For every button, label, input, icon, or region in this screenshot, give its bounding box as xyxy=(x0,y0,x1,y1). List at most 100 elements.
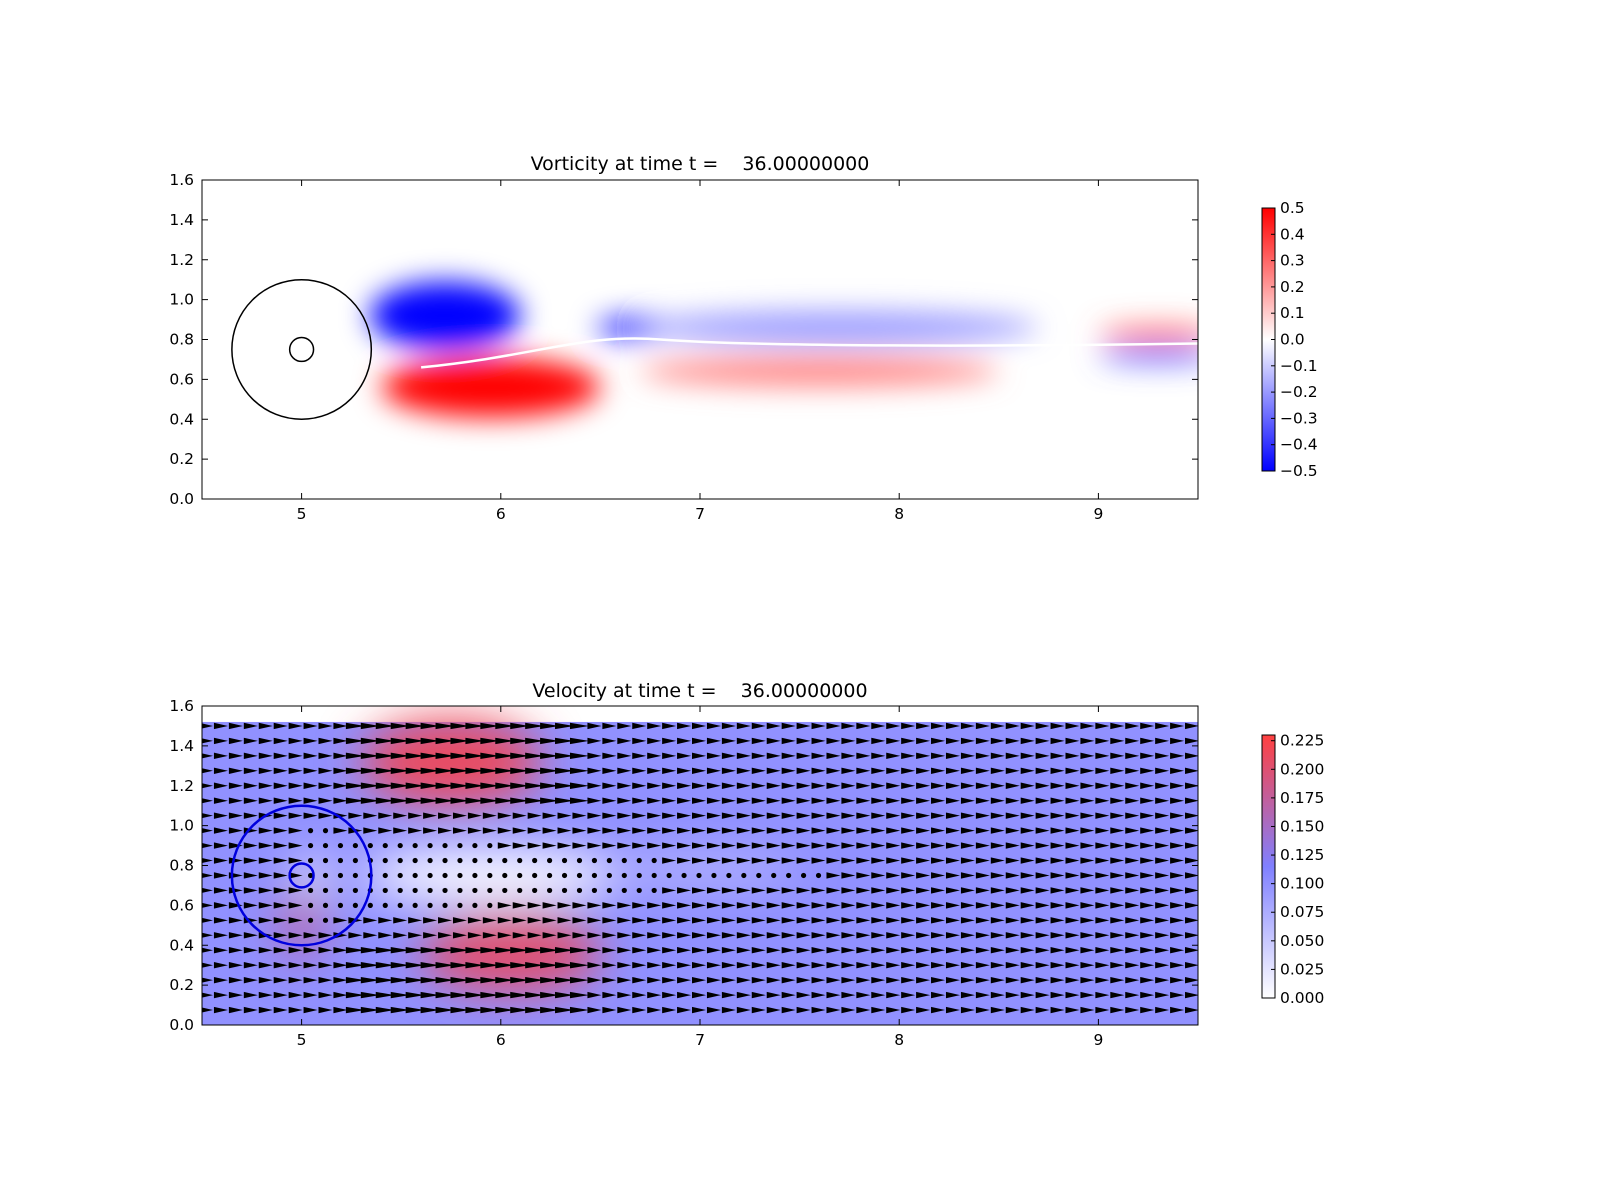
quiver-arrow xyxy=(766,932,781,939)
colorbar-tick-label: 0.4 xyxy=(1280,225,1305,243)
quiver-arrow xyxy=(1170,827,1185,834)
quiver-arrow xyxy=(1140,947,1155,954)
vorticity-plot-area: 5 6 7 8 9 0.0 0.2 0.4 0.6 0.8 1.0 1.2 1.4 1.6 xyxy=(169,171,1199,523)
quiver-arrow xyxy=(512,932,527,939)
quiver-arrow xyxy=(540,782,560,789)
quiver-arrow xyxy=(736,932,751,939)
quiver-arrow xyxy=(375,737,395,745)
quiver-arrow xyxy=(662,976,677,984)
quiver-arrow xyxy=(243,752,258,760)
quiver-arrow xyxy=(931,932,946,939)
quiver-arrow xyxy=(390,797,410,804)
quiver-arrow xyxy=(1020,887,1035,894)
quiver-dot xyxy=(576,872,583,879)
quiver-arrow xyxy=(1005,902,1020,909)
quiver-arrow xyxy=(721,1006,736,1014)
quiver-arrow xyxy=(273,932,288,939)
quiver-arrow xyxy=(213,947,228,954)
quiver-arrow xyxy=(1125,842,1140,849)
quiver-arrow xyxy=(333,976,348,984)
quiver-arrow xyxy=(510,976,530,984)
quiver-arrow xyxy=(303,1006,318,1014)
quiver-arrow xyxy=(751,782,766,789)
quiver-arrow xyxy=(945,976,960,984)
quiver-arrow xyxy=(345,976,365,984)
quiver-arrow xyxy=(1155,976,1170,984)
quiver-arrow xyxy=(345,947,365,954)
quiver-arrow xyxy=(452,812,467,819)
quiver-arrow xyxy=(495,991,515,999)
quiver-arrow xyxy=(243,767,258,774)
quiver-arrow xyxy=(258,947,273,954)
quiver-arrow xyxy=(1020,797,1035,804)
quiver-arrow xyxy=(975,991,990,999)
quiver-arrow xyxy=(781,797,796,804)
quiver-arrow xyxy=(495,767,515,774)
quiver-arrow xyxy=(542,932,557,939)
quiver-arrow xyxy=(1185,842,1198,849)
quiver-arrow xyxy=(990,872,1005,879)
quiver-arrow xyxy=(647,827,662,834)
quiver-arrow xyxy=(677,722,692,730)
quiver-arrow xyxy=(450,737,470,745)
quiver-arrow xyxy=(886,752,901,760)
quiver-arrow xyxy=(931,887,946,894)
quiver-arrow xyxy=(945,857,960,864)
quiver-arrow xyxy=(960,767,975,774)
quiver-arrow xyxy=(527,827,542,834)
quiver-arrow xyxy=(1050,797,1065,804)
quiver-arrow xyxy=(303,812,318,819)
quiver-arrow xyxy=(1110,782,1125,789)
quiver-arrow xyxy=(766,976,781,984)
quiver-arrow xyxy=(1005,782,1020,789)
quiver-arrow xyxy=(602,932,617,939)
quiver-dot xyxy=(397,872,403,879)
quiver-arrow xyxy=(467,932,482,939)
quiver-arrow xyxy=(348,932,363,939)
quiver-arrow xyxy=(512,827,527,834)
quiver-arrow xyxy=(288,1006,303,1014)
quiver-arrow xyxy=(525,752,545,760)
quiver-dot xyxy=(502,872,508,879)
quiver-arrow xyxy=(1155,857,1170,864)
quiver-arrow xyxy=(945,1006,960,1014)
quiver-dot xyxy=(517,872,523,879)
quiver-dot xyxy=(322,842,329,849)
quiver-arrow xyxy=(662,767,677,774)
quiver-arrow xyxy=(480,737,500,745)
quiver-dot xyxy=(412,902,418,908)
quiver-arrow xyxy=(393,917,408,924)
quiver-arrow xyxy=(202,843,213,849)
quiver-arrow xyxy=(213,752,228,760)
quiver-arrow xyxy=(945,767,960,774)
quiver-arrow xyxy=(766,797,781,804)
quiver-arrow xyxy=(1080,782,1095,789)
negative-tail xyxy=(1098,347,1198,364)
quiver-arrow xyxy=(826,917,841,924)
quiver-arrow xyxy=(1050,902,1065,909)
quiver-dot xyxy=(412,842,418,849)
quiver-arrow xyxy=(378,812,393,819)
quiver-arrow xyxy=(826,857,841,864)
quiver-arrow xyxy=(1110,842,1125,849)
quiver-arrow xyxy=(647,932,662,939)
quiver-arrow xyxy=(990,887,1005,894)
quiver-arrow xyxy=(916,947,931,954)
quiver-arrow xyxy=(632,827,647,834)
quiver-arrow xyxy=(482,917,497,924)
quiver-arrow xyxy=(811,991,826,999)
quiver-arrow xyxy=(497,812,512,819)
quiver-arrow xyxy=(901,947,916,954)
quiver-arrow xyxy=(960,961,975,969)
quiver-arrow xyxy=(360,797,380,804)
quiver-arrow xyxy=(273,767,288,774)
quiver-arrow xyxy=(751,857,766,864)
quiver-arrow xyxy=(525,797,545,804)
quiver-arrow xyxy=(480,976,500,984)
quiver-arrow xyxy=(751,722,766,730)
quiver-dot xyxy=(412,872,418,879)
quiver-arrow xyxy=(303,797,318,804)
quiver-arrow xyxy=(258,991,273,999)
quiver-arrow xyxy=(333,1006,348,1014)
quiver-arrow xyxy=(960,812,975,819)
